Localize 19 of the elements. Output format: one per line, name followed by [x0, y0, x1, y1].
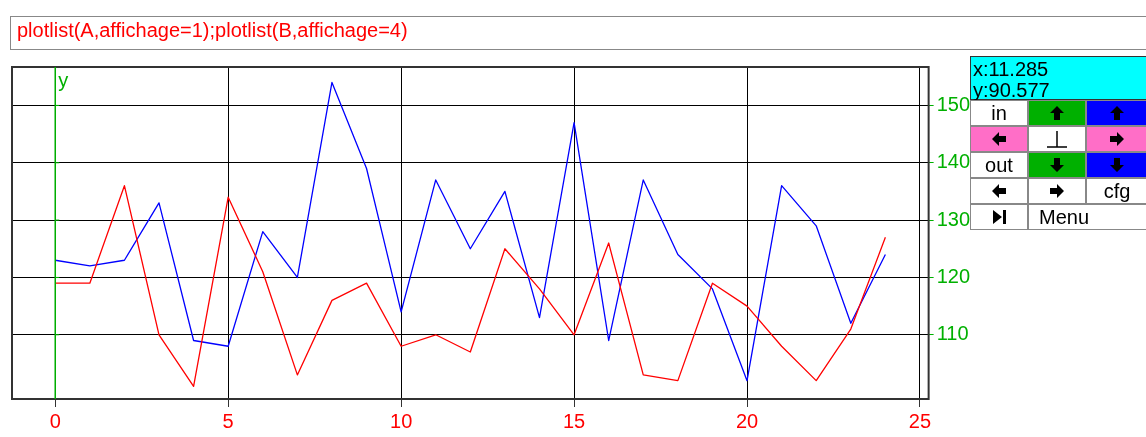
text: x:11.285 [973, 58, 1050, 80]
x-tick-label: 25 [908, 409, 932, 432]
ref-line-label: y [58, 68, 69, 91]
text: cfg [1086, 178, 1146, 204]
text: out [970, 152, 1028, 178]
chart-title: plotlist(A,affichage=1);plotlist(B,affichage=4) [10, 16, 1146, 50]
text: y:90.577 [973, 79, 1051, 101]
y-tick-label: 130 [936, 207, 971, 230]
text: in [970, 100, 1028, 126]
y-tick-label: 150 [936, 92, 971, 115]
y-tick-label: 120 [936, 264, 971, 287]
y-tick-label: 110 [936, 322, 969, 345]
x-tick-label: 5 [222, 409, 234, 432]
text: Menu [1028, 204, 1146, 230]
x-tick-label: 15 [562, 409, 586, 432]
x-tick-label: 0 [49, 409, 61, 432]
y-tick-label: 140 [936, 150, 971, 173]
x-tick-label: 10 [390, 409, 413, 432]
x-tick-label: 20 [735, 409, 759, 432]
